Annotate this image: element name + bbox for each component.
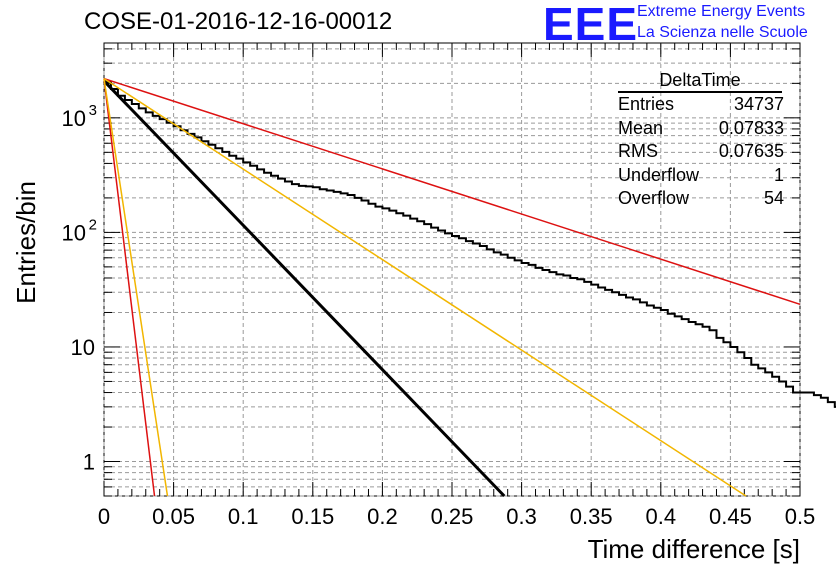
stats-row-mean: Mean 0.07833 (612, 117, 784, 141)
stats-row-underflow: Underflow 1 (612, 164, 784, 188)
histogram-outline (104, 81, 836, 408)
stats-label: Underflow (618, 164, 700, 185)
y-tick-label: 10 (62, 106, 86, 131)
y-tick-label: 1 (83, 450, 95, 475)
stats-label: Overflow (618, 188, 690, 208)
x-tick-label: 0.15 (291, 504, 334, 529)
x-tick-label: 0.05 (152, 504, 195, 529)
x-tick-label: 0.4 (646, 504, 677, 529)
x-tick-label: 0.3 (506, 504, 537, 529)
y-tick-exponent: 2 (89, 216, 97, 233)
y-axis-label: Entries/bin (11, 181, 41, 304)
fit-line (103, 77, 801, 306)
x-tick-label: 0 (98, 504, 110, 529)
x-tick-label: 0.25 (431, 504, 474, 529)
stats-title: DeltaTime (618, 70, 782, 93)
x-tick-label: 0.35 (570, 504, 613, 529)
axis-ticks (103, 43, 801, 497)
fit-lines (102, 77, 801, 498)
x-tick-label: 0.2 (367, 504, 398, 529)
stats-label: RMS (618, 141, 658, 161)
eee-text-line1: Extreme Energy Events (637, 3, 806, 20)
x-tick-label: 0.1 (228, 504, 259, 529)
x-tick-label: 0.5 (785, 504, 816, 529)
stats-value: 34737 (733, 94, 784, 114)
eee-text-line2: La Scienza nelle Scuole (637, 24, 808, 41)
y-tick-exponent: 3 (89, 102, 97, 119)
stats-value: 54 (763, 188, 784, 208)
grid-lines (103, 43, 801, 497)
stats-value: 0.07833 (718, 117, 784, 138)
fit-line (103, 77, 747, 497)
stats-row-rms: RMS 0.07635 (612, 140, 784, 164)
y-tick-label: 10 (62, 220, 86, 245)
stats-label: Mean (618, 117, 664, 138)
x-tick-label: 0.45 (709, 504, 752, 529)
stats-value: 1 (773, 164, 784, 185)
fit-line (102, 79, 506, 498)
fit-line (103, 78, 156, 497)
tick-labels: 0 0.05 0.1 0.15 0.2 0.25 0.3 0.35 0.4 0.45 0.5 1 10 1… (62, 102, 816, 529)
stats-label: Entries (618, 94, 675, 114)
fit-line (103, 78, 169, 497)
stats-row-overflow: Overflow 54 (612, 187, 784, 211)
stats-value: 0.07635 (718, 141, 784, 161)
stats-box: DeltaTime Entries 34737 Mean 0.07833 RMS… (612, 70, 784, 211)
chart-title: COSE-01-2016-12-16-00012 (84, 8, 393, 35)
x-axis-label: Time difference [s] (588, 534, 800, 564)
eee-logo: EEE (543, 0, 639, 50)
stats-row-entries: Entries 34737 (612, 93, 784, 117)
histogram (104, 81, 836, 408)
y-tick-label: 10 (71, 335, 95, 360)
